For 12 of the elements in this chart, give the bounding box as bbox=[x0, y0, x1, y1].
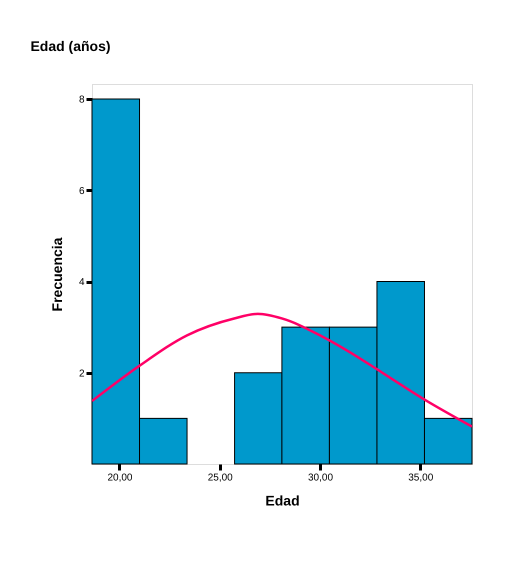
chart-title: Edad (años) bbox=[30, 38, 111, 54]
line-series bbox=[92, 312, 472, 428]
x-tick-label: 25,00 bbox=[208, 472, 234, 484]
y-tick-label: 4 bbox=[78, 277, 85, 288]
y-axis-title: Frecuencia bbox=[48, 237, 65, 312]
x-tick-label: 20,00 bbox=[107, 472, 133, 484]
x-tick-label: 30,00 bbox=[308, 472, 334, 484]
y-tick-label: 8 bbox=[78, 94, 85, 106]
y-tick-label: 2 bbox=[78, 368, 85, 380]
x-axis-title: Edad bbox=[265, 492, 300, 508]
y-tick-label: 6 bbox=[78, 186, 85, 197]
x-tick-label: 35,00 bbox=[408, 472, 434, 484]
